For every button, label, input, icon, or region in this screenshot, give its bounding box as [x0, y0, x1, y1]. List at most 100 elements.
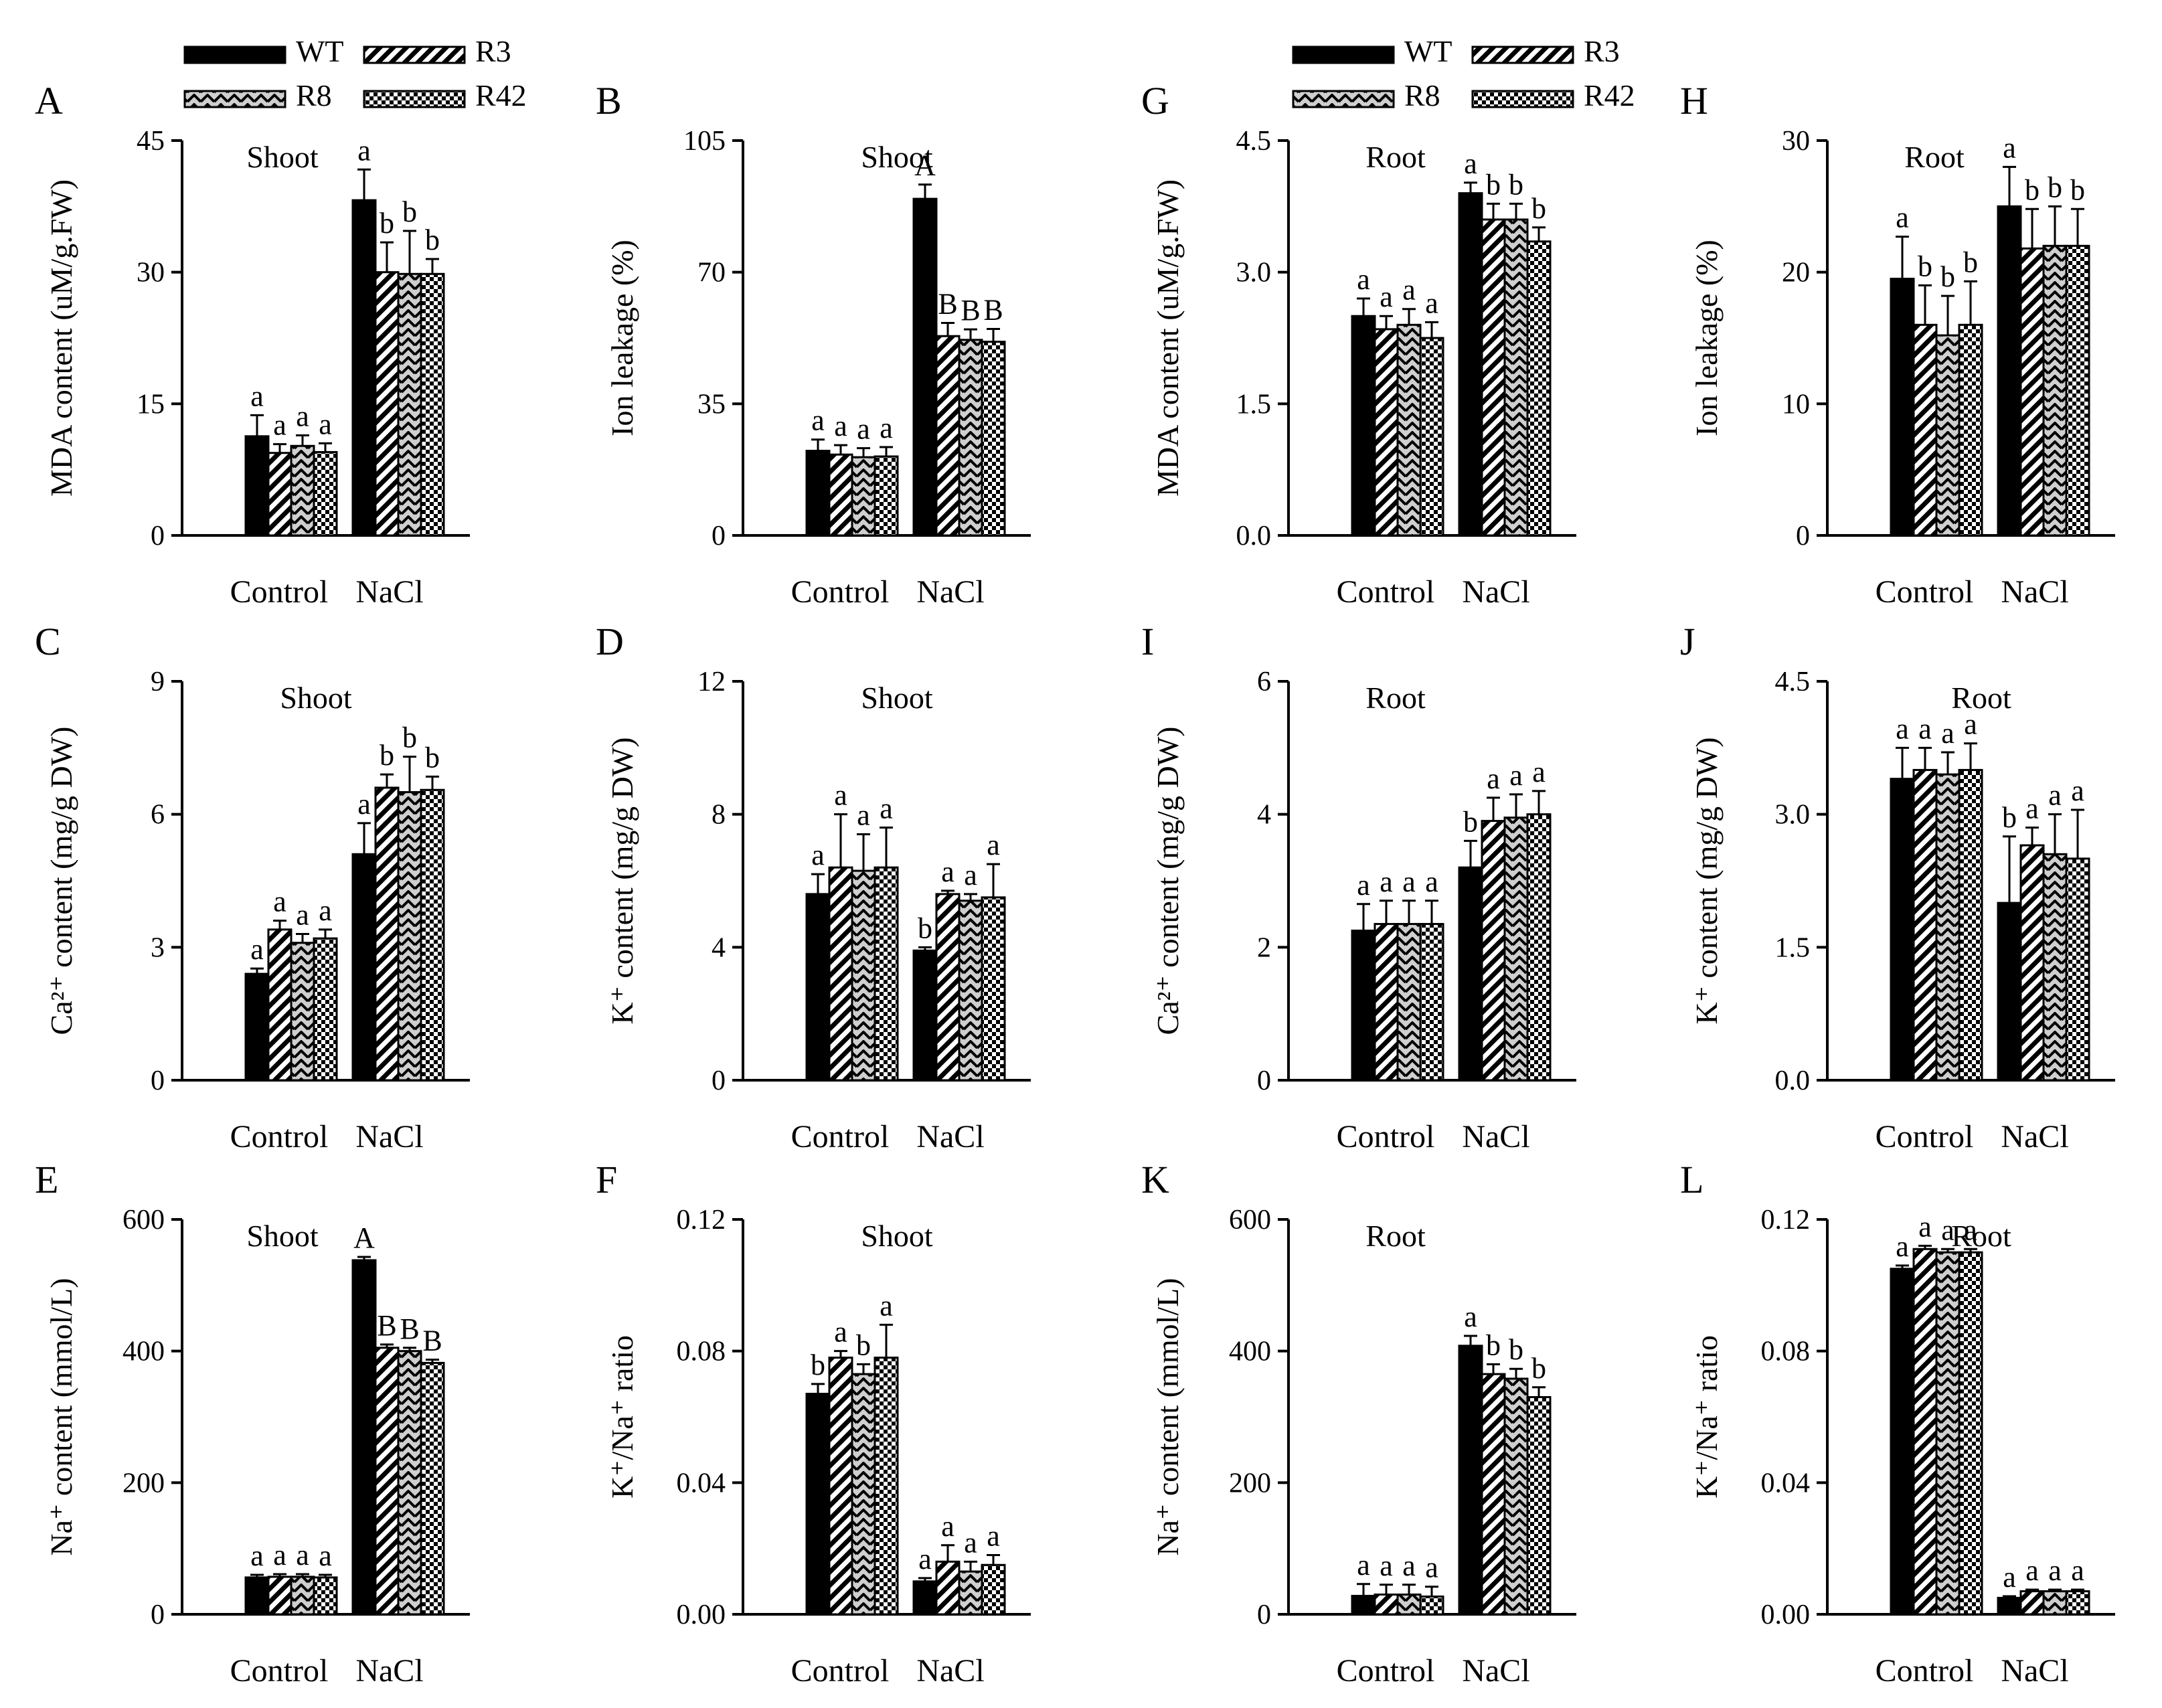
- significance-letter: a: [1380, 280, 1393, 313]
- significance-letter: a: [2048, 1554, 2062, 1587]
- significance-letter: a: [2071, 774, 2084, 807]
- y-tick-label: 0: [151, 1065, 165, 1096]
- y-axis-label: MDA content (uM/g.FW): [44, 179, 78, 497]
- tissue-annotation: Shoot: [861, 140, 933, 174]
- y-tick-label: 0: [1257, 1065, 1271, 1096]
- bar-R8-NaCl: [1503, 218, 1529, 537]
- significance-letter: b: [1531, 192, 1546, 225]
- significance-letter: a: [296, 400, 309, 433]
- y-tick-label: 6: [1257, 667, 1271, 697]
- bar-R3-Control: [1912, 768, 1938, 1082]
- y-axis-label: K⁺ content (mg/g DW): [1689, 737, 1724, 1024]
- significance-letter: b: [2025, 173, 2040, 206]
- significance-letter: a: [319, 1539, 332, 1572]
- significance-letter: a: [880, 792, 893, 825]
- bar-R3-Control: [1374, 328, 1399, 537]
- y-tick-label: 0.0: [1775, 1065, 1811, 1096]
- significance-letter: a: [1964, 708, 1977, 741]
- legend-label-WT: WT: [1404, 34, 1452, 68]
- y-axis-label: Ion leakage (%): [605, 240, 639, 436]
- bar-R42-NaCl: [2065, 244, 2090, 537]
- significance-letter: a: [2003, 131, 2016, 164]
- y-tick-label: 3.0: [1775, 800, 1811, 831]
- tissue-annotation: Shoot: [861, 1219, 933, 1253]
- bar-R42-Control: [1419, 337, 1444, 537]
- significance-letter: a: [273, 409, 286, 442]
- y-axis-label: Ca²⁺ content (mg/g DW): [1151, 727, 1185, 1035]
- x-tick-label-control: Control: [230, 574, 329, 610]
- bar-R8-Control: [1935, 334, 1961, 537]
- bar-R3-NaCl: [374, 1347, 400, 1616]
- bar-WT-NaCl: [351, 199, 377, 537]
- bar-WT-NaCl: [1997, 1596, 2022, 1616]
- bar-R8-NaCl: [958, 1570, 983, 1616]
- y-tick-label: 30: [137, 258, 165, 288]
- x-tick-label-nacl: NaCl: [1462, 1119, 1529, 1155]
- x-tick-label-control: Control: [791, 1653, 890, 1689]
- significance-letter: a: [1964, 1213, 1977, 1246]
- significance-letter: b: [2048, 171, 2062, 203]
- y-tick-label: 0.08: [1761, 1337, 1811, 1367]
- bar-R3-Control: [828, 866, 853, 1082]
- legend-swatch-R42: [1471, 90, 1574, 108]
- significance-letter: a: [1896, 201, 1909, 234]
- bar-R8-NaCl: [2042, 244, 2068, 537]
- significance-letter: a: [319, 894, 332, 927]
- bar-R42-NaCl: [2065, 857, 2090, 1082]
- y-tick-label: 200: [1229, 1468, 1271, 1499]
- significance-letter: a: [273, 885, 286, 918]
- x-tick-label-control: Control: [1337, 574, 1435, 610]
- legend-1: WT R3 R8 R42: [183, 34, 527, 112]
- significance-letter: a: [1941, 1213, 1955, 1246]
- panel-letter: A: [35, 79, 63, 122]
- significance-letter: a: [1464, 1300, 1477, 1333]
- y-tick-label: 0.04: [677, 1468, 726, 1499]
- significance-letter: b: [1963, 246, 1978, 278]
- legend-label-R42: R42: [475, 78, 527, 112]
- x-tick-label-control: Control: [1876, 1119, 1974, 1155]
- y-tick-label: 0.08: [677, 1337, 726, 1367]
- bar-WT-Control: [805, 1393, 831, 1616]
- bar-R8-Control: [1935, 773, 1961, 1082]
- bar-R3-NaCl: [2019, 844, 2045, 1082]
- bar-WT-Control: [805, 893, 831, 1082]
- y-tick-label: 15: [137, 389, 165, 420]
- panel-letter: D: [596, 620, 624, 663]
- significance-letter: a: [987, 1520, 1000, 1553]
- legend-swatch-R8: [183, 90, 286, 108]
- significance-letter: a: [834, 1316, 847, 1349]
- bar-R8-NaCl: [397, 272, 422, 537]
- significance-letter: a: [1425, 1551, 1438, 1584]
- y-axis-label: Ion leakage (%): [1689, 240, 1724, 436]
- legend-label-R8: R8: [1404, 78, 1440, 112]
- significance-letter: a: [357, 788, 371, 821]
- tissue-annotation: Shoot: [280, 681, 352, 715]
- panel-letter: J: [1680, 620, 1695, 663]
- y-tick-label: 30: [1782, 126, 1810, 157]
- bar-R42-NaCl: [1526, 1396, 1552, 1616]
- bar-R3-Control: [1374, 923, 1399, 1082]
- x-tick-label-nacl: NaCl: [355, 1653, 423, 1689]
- bar-WT-NaCl: [912, 197, 938, 537]
- x-tick-label-nacl: NaCl: [916, 574, 984, 610]
- x-tick-label-nacl: NaCl: [1462, 574, 1529, 610]
- significance-letter: b: [402, 195, 417, 228]
- bar-R3-Control: [267, 1575, 293, 1616]
- bar-WT-NaCl: [351, 1259, 377, 1616]
- y-tick-label: 6: [151, 800, 165, 831]
- y-tick-label: 2: [1257, 932, 1271, 963]
- bar-WT-NaCl: [1458, 1345, 1483, 1616]
- significance-letter: b: [1509, 1333, 1523, 1366]
- significance-letter: a: [880, 412, 893, 444]
- y-tick-label: 400: [1229, 1337, 1271, 1367]
- bar-R42-NaCl: [420, 1361, 445, 1616]
- y-axis-label: Na⁺ content (mmol/L): [44, 1278, 78, 1555]
- y-tick-label: 70: [697, 258, 726, 288]
- bar-R3-Control: [828, 1357, 853, 1616]
- significance-letter: B: [400, 1312, 419, 1345]
- significance-letter: a: [857, 798, 870, 831]
- significance-letter: b: [811, 1349, 825, 1381]
